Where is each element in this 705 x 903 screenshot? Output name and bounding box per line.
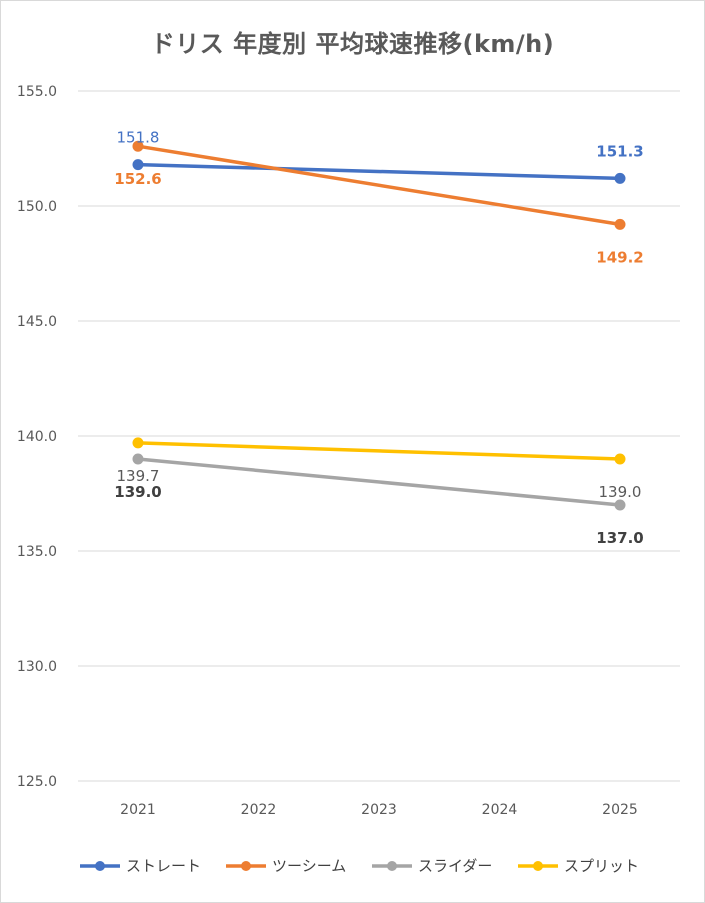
data-point xyxy=(132,159,144,171)
chart-title: ドリス 年度別 平均球速推移(km/h) xyxy=(150,30,555,58)
data-point xyxy=(614,453,626,465)
y-tick-label: 145.0 xyxy=(17,314,57,330)
series-line xyxy=(136,144,622,227)
data-point xyxy=(132,453,144,465)
legend-marker xyxy=(533,861,543,871)
legend-marker xyxy=(387,861,397,871)
x-tick-label: 2024 xyxy=(482,802,518,818)
legend-label: ストレート xyxy=(126,857,201,875)
legend-label: ツーシーム xyxy=(272,857,346,875)
x-tick-label: 2025 xyxy=(602,802,638,818)
legend-label: スライダー xyxy=(418,857,492,875)
x-tick-label: 2021 xyxy=(120,802,156,818)
series-line xyxy=(136,457,622,507)
series-line xyxy=(136,162,622,181)
data-label: 139.7 xyxy=(117,467,160,485)
data-label: 139.0 xyxy=(599,483,642,501)
data-point xyxy=(614,218,626,230)
data-point xyxy=(614,499,626,511)
data-label: 151.8 xyxy=(117,129,160,147)
x-tick-label: 2023 xyxy=(361,802,397,818)
legend-marker xyxy=(95,861,105,871)
data-label: 149.2 xyxy=(596,248,643,266)
data-label: 139.0 xyxy=(114,483,161,501)
y-tick-label: 150.0 xyxy=(17,199,57,215)
data-label: 152.6 xyxy=(114,170,161,188)
data-point xyxy=(132,140,144,152)
y-tick-label: 155.0 xyxy=(17,84,57,100)
legend-marker xyxy=(241,861,251,871)
y-tick-label: 135.0 xyxy=(17,544,57,560)
data-label: 151.3 xyxy=(596,142,643,160)
data-point xyxy=(614,172,626,184)
data-label: 137.0 xyxy=(596,529,643,547)
legend-label: スプリット xyxy=(564,857,639,875)
x-tick-label: 2022 xyxy=(241,802,277,818)
data-point xyxy=(132,437,144,449)
y-tick-label: 140.0 xyxy=(17,429,57,445)
y-tick-label: 130.0 xyxy=(17,659,57,675)
series-line xyxy=(136,441,622,461)
y-tick-label: 125.0 xyxy=(17,774,57,790)
